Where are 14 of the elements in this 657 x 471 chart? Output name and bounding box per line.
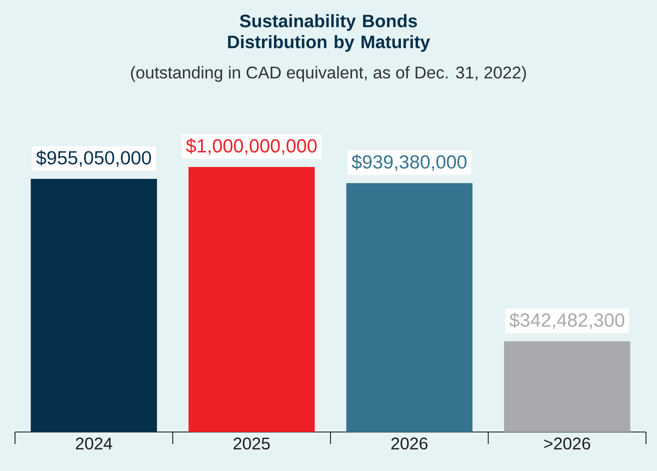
x-tick-label: 2025: [234, 438, 270, 450]
bar: [188, 166, 315, 432]
bar: [504, 341, 630, 432]
data-label: $955,050,000: [36, 150, 152, 167]
x-tick-label: 2024: [76, 438, 112, 450]
bar: [346, 183, 472, 432]
bar: [30, 178, 157, 432]
data-label: $342,482,300: [509, 312, 624, 330]
chart-subtitle: (outstanding in CAD equivalent, as of Dec. 31, 2022): [131, 66, 526, 82]
x-tick-label: >2026: [544, 438, 590, 450]
chart-title: Sustainability Bonds Distribution by Maturity: [228, 14, 430, 52]
data-label: $1,000,000,000: [186, 138, 317, 155]
x-tick-label: 2026: [391, 438, 428, 450]
data-label: $939,380,000: [352, 154, 467, 171]
